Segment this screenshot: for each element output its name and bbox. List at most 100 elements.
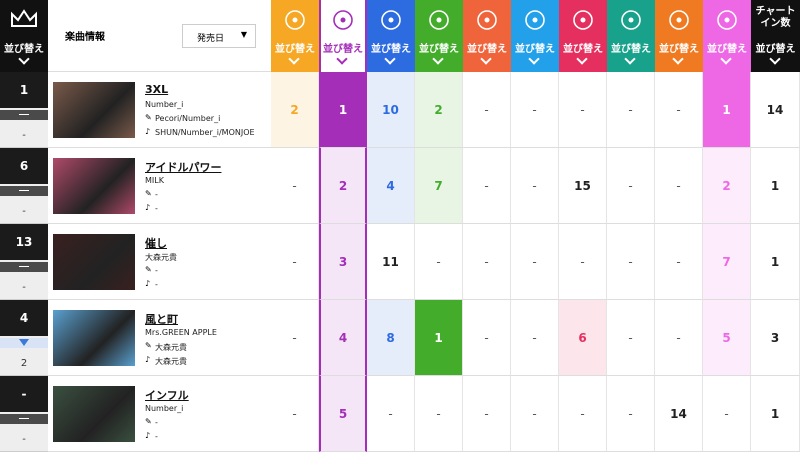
column-header[interactable]: 並び替え	[367, 0, 415, 72]
chevron	[480, 53, 492, 65]
column-header[interactable]: 並び替え	[511, 0, 559, 72]
song-info: アイドルパワー MILK ✎ - ♪ -	[48, 148, 271, 224]
release-dropdown[interactable]: 発売日 ▼	[182, 24, 256, 48]
column-header[interactable]: 並び替え	[703, 0, 751, 72]
metric-cell: -	[463, 300, 511, 376]
column-header[interactable]: 並び替え	[271, 0, 319, 72]
sort-label: 並び替え	[707, 44, 747, 55]
metric-cell: 4	[319, 300, 367, 376]
metric-cell: -	[463, 224, 511, 300]
metric-cell: -	[511, 72, 559, 148]
column-header[interactable]: 並び替え	[319, 0, 367, 72]
composer: -	[155, 432, 158, 441]
metric-cell: 8	[367, 300, 415, 376]
column-icon	[285, 10, 305, 30]
sort-label: 並び替え	[419, 44, 459, 55]
pen-icon: ✎	[145, 417, 152, 426]
column-header[interactable]: 並び替え	[463, 0, 511, 72]
lyricist: -	[155, 418, 158, 427]
info-label: 楽曲情報	[65, 32, 105, 43]
info-header: 楽曲情報 発売日 ▼	[48, 0, 271, 72]
metric-cell: 6	[559, 300, 607, 376]
rank-cell: 6-	[0, 148, 48, 224]
song-info: 3XL Number_i ✎ Pecori/Number_i ♪ SHUN/Number_…	[48, 72, 271, 148]
column-header[interactable]: 並び替え	[415, 0, 463, 72]
pen-icon: ✎	[145, 341, 152, 350]
metric-cell: -	[607, 72, 655, 148]
column-header[interactable]: チャートイン数 並び替え	[751, 0, 800, 72]
sort-label: 並び替え	[467, 44, 507, 55]
note-icon: ♪	[145, 203, 151, 212]
sidebar-header[interactable]: 並び替え	[0, 0, 48, 72]
metric-cell: 5	[319, 376, 367, 452]
movement-bar	[0, 186, 48, 196]
song-title: 催し	[145, 237, 167, 250]
metric-cell: 14	[655, 376, 703, 452]
artist: Number_i	[145, 404, 184, 413]
song-title: 3XL	[145, 83, 169, 96]
metric-cell: -	[559, 224, 607, 300]
metric-cell: -	[271, 224, 319, 300]
sort-label: 並び替え	[563, 44, 603, 55]
rank-number: 1	[0, 72, 48, 108]
column-icon	[333, 10, 353, 30]
artist: Number_i	[145, 100, 184, 109]
chevron	[672, 53, 684, 65]
column-icon	[573, 10, 593, 30]
chevron	[528, 53, 540, 65]
rank-number: 4	[0, 300, 48, 336]
lyricist: -	[155, 266, 158, 275]
metric-cell: 1	[703, 72, 751, 148]
metric-cell: -	[607, 224, 655, 300]
column-header[interactable]: 並び替え	[559, 0, 607, 72]
last-week: -	[22, 281, 26, 293]
column-icon	[525, 10, 545, 30]
metric-cell: -	[607, 376, 655, 452]
metric-cell: -	[415, 376, 463, 452]
metric-cell: -	[655, 72, 703, 148]
metric-cell: 2	[703, 148, 751, 224]
rank-number: -	[0, 376, 48, 412]
column-icon	[477, 10, 497, 30]
metric-cell: -	[511, 376, 559, 452]
note-icon: ♪	[145, 355, 151, 364]
column-icon	[669, 10, 689, 30]
rank-number: 6	[0, 148, 48, 184]
artist: MILK	[145, 176, 164, 185]
note-icon: ♪	[145, 279, 151, 288]
metric-cell: -	[271, 376, 319, 452]
song-title: アイドルパワー	[145, 161, 222, 174]
metric-cell: -	[607, 300, 655, 376]
column-header[interactable]: 並び替え	[655, 0, 703, 72]
rank-cell: --	[0, 376, 48, 452]
chevron	[624, 53, 636, 65]
sort-label: 並び替え	[755, 44, 796, 55]
rank-cell: 1-	[0, 72, 48, 148]
chevron	[576, 53, 588, 65]
metric-cell: 2	[319, 148, 367, 224]
sort-label: 並び替え	[371, 44, 411, 55]
metric-cell: 7	[703, 224, 751, 300]
metric-cell: 3	[751, 300, 800, 376]
artist: 大森元貴	[145, 253, 177, 262]
crown-icon	[11, 9, 37, 27]
metric-cell: -	[655, 224, 703, 300]
composer: -	[155, 280, 158, 289]
metric-cell: -	[463, 148, 511, 224]
composer: SHUN/Number_i/MONJOE	[155, 128, 255, 137]
pen-icon: ✎	[145, 265, 152, 274]
column-icon	[429, 10, 449, 30]
metric-cell: -	[415, 224, 463, 300]
note-icon: ♪	[145, 127, 151, 136]
sort-label: 並び替え	[4, 44, 44, 55]
column-header[interactable]: 並び替え	[607, 0, 655, 72]
metric-cell: 2	[271, 72, 319, 148]
metric-cell: 1	[751, 376, 800, 452]
metric-cell: 5	[703, 300, 751, 376]
thumbnail	[53, 310, 135, 366]
metric-cell: -	[559, 72, 607, 148]
metric-cell: -	[655, 300, 703, 376]
metric-cell: 11	[367, 224, 415, 300]
